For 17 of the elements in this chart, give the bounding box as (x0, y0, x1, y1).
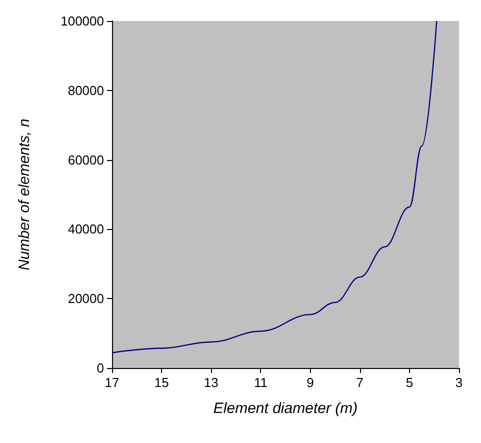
y-axis-title: Number of elements, n (16, 118, 33, 270)
y-tick-label: 100000 (60, 14, 104, 28)
x-tick-label: 13 (204, 375, 218, 390)
x-tick-label: 7 (356, 375, 364, 390)
x-tick-label: 9 (306, 375, 314, 390)
x-axis-title: Element diameter (m) (213, 400, 358, 417)
y-tick-label: 40000 (68, 222, 104, 237)
y-tick-label: 80000 (68, 82, 104, 98)
y-tick-label: 60000 (68, 152, 104, 168)
x-tick-label: 5 (406, 375, 414, 390)
x-tick-label: 17 (104, 375, 120, 390)
y-tick-label: 20000 (68, 291, 104, 306)
x-tick-label: 15 (154, 375, 169, 390)
x-tick-label: 11 (254, 375, 268, 390)
y-tick-label: 0 (96, 360, 104, 376)
x-tick-label: 3 (455, 375, 463, 390)
line-series (111, 20, 438, 354)
